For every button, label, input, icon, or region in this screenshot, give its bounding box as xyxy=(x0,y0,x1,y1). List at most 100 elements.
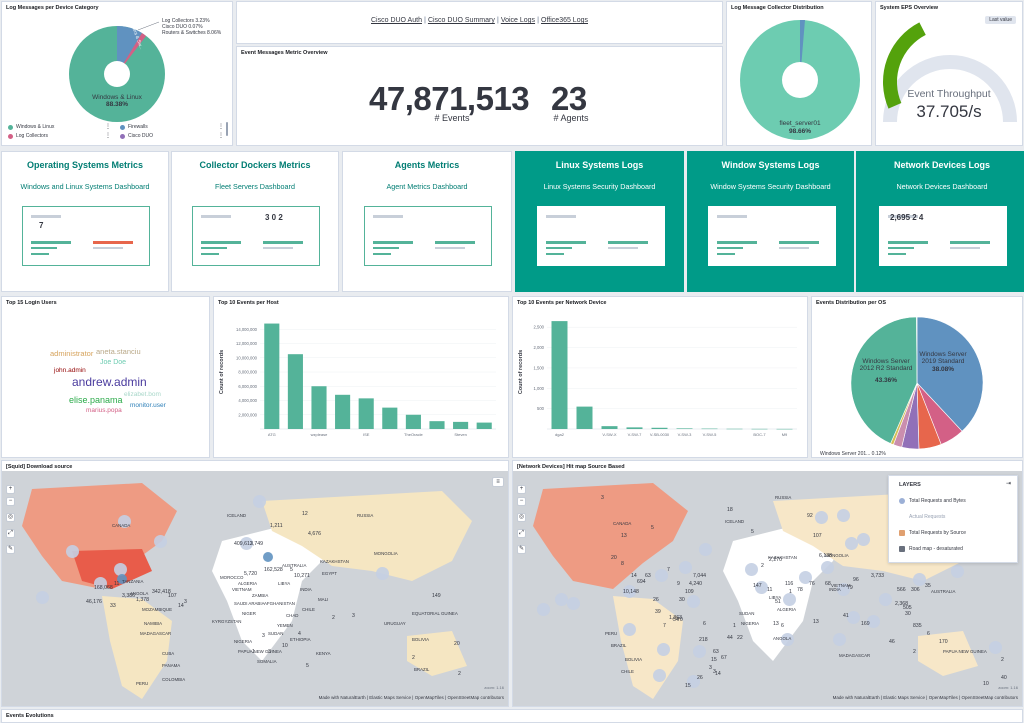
card-thumbnail[interactable]: 7 xyxy=(22,206,150,266)
zoom-in-button[interactable]: + xyxy=(517,485,526,494)
card-link[interactable]: Windows and Linux Systems Dashboard xyxy=(20,182,150,191)
legend-toggle-icon[interactable]: ≡ xyxy=(492,477,504,487)
cluster-marker[interactable] xyxy=(847,611,860,624)
layers-collapse-icon[interactable]: ⇥ xyxy=(1005,481,1011,487)
cluster-marker[interactable] xyxy=(66,545,79,558)
events-host-chart[interactable]: Count of records 2,000,000 4,000,000 6,000,… xyxy=(214,297,509,458)
card-thumbnail[interactable] xyxy=(707,206,836,266)
card-link[interactable]: Network Devices Dashboard xyxy=(896,182,988,191)
card-thumbnail[interactable] xyxy=(536,206,665,266)
cluster-marker[interactable] xyxy=(833,633,846,646)
word-administrator[interactable]: administrator xyxy=(50,349,94,358)
cluster-marker[interactable] xyxy=(263,552,273,562)
fullscreen-button[interactable]: ⤢ xyxy=(517,529,526,538)
nav-card-5[interactable]: Network Devices Logs Network Devices Das… xyxy=(856,151,1024,292)
card-link[interactable]: Window Systems Security Dashboard xyxy=(710,182,831,191)
cluster-marker[interactable] xyxy=(755,581,768,594)
layer-item[interactable]: Actual Requests xyxy=(899,514,945,520)
cluster-marker[interactable] xyxy=(655,569,668,582)
cluster-marker[interactable] xyxy=(555,593,568,606)
link-cisco-duo-auth[interactable]: Cisco DUO Auth xyxy=(371,17,422,24)
zoom-out-button[interactable]: − xyxy=(6,497,15,506)
cluster-marker[interactable] xyxy=(679,561,692,574)
legend-menu-icon[interactable]: ⋮ xyxy=(218,133,224,139)
last-value-badge[interactable]: Last value xyxy=(985,16,1016,24)
card-thumbnail[interactable]: 3 0 2 xyxy=(192,206,320,266)
network-map[interactable]: + − ◎ ⤢ ✎ CANADA ICELAND RUSSIA KAZAKHSTAN MONGOL… xyxy=(513,471,1022,706)
cluster-marker[interactable] xyxy=(815,511,828,524)
draw-tool-button[interactable]: ✎ xyxy=(517,545,526,554)
layer-item[interactable]: Total Requests by Source xyxy=(899,530,966,536)
word-andrew-admin[interactable]: andrew.admin xyxy=(72,375,147,389)
cluster-marker[interactable] xyxy=(154,535,167,548)
link-office365-logs[interactable]: Office365 Logs xyxy=(541,17,588,24)
cluster-marker[interactable] xyxy=(653,669,666,682)
cluster-marker[interactable] xyxy=(837,509,850,522)
cluster-marker[interactable] xyxy=(240,537,253,550)
events-os-pie[interactable] xyxy=(812,297,1023,458)
word-marius[interactable]: marius.popa xyxy=(86,407,122,414)
card-link[interactable]: Fleet Servers Dashboard xyxy=(215,182,295,191)
word-elizabet[interactable]: elizabet.bom xyxy=(124,391,161,398)
cluster-marker[interactable] xyxy=(845,537,858,550)
cluster-marker[interactable] xyxy=(913,573,926,586)
cluster-marker[interactable] xyxy=(867,615,880,628)
link-voice-logs[interactable]: Voice Logs xyxy=(500,17,536,24)
card-link[interactable]: Linux Systems Security Dashboard xyxy=(543,182,656,191)
cluster-marker[interactable] xyxy=(821,561,834,574)
zoom-out-button[interactable]: − xyxy=(517,497,526,506)
nav-card-0[interactable]: Operating Systems Metrics Windows and Li… xyxy=(1,151,169,292)
cluster-marker[interactable] xyxy=(117,574,127,584)
zoom-in-button[interactable]: + xyxy=(6,485,15,494)
fit-bounds-button[interactable]: ◎ xyxy=(6,513,15,522)
cluster-marker[interactable] xyxy=(376,567,389,580)
cluster-marker[interactable] xyxy=(36,591,49,604)
link-cisco-duo-summary[interactable]: Cisco DUO Summary xyxy=(427,17,495,24)
word-john-admin[interactable]: john.admin xyxy=(54,367,86,374)
legend-menu-icon[interactable]: ⋮ xyxy=(105,133,111,139)
layer-item[interactable]: Road map - desaturated xyxy=(899,546,963,552)
cluster-marker[interactable] xyxy=(537,603,550,616)
cluster-marker[interactable] xyxy=(699,543,712,556)
legend-scrollbar[interactable] xyxy=(226,122,228,136)
nav-card-4[interactable]: Window Systems Logs Window Systems Secur… xyxy=(687,151,854,292)
cluster-marker[interactable] xyxy=(657,643,670,656)
cluster-marker[interactable] xyxy=(118,515,131,528)
fullscreen-button[interactable]: ⤢ xyxy=(6,529,15,538)
cluster-marker[interactable] xyxy=(745,563,758,576)
legend-menu-icon[interactable]: ⋮ xyxy=(105,124,111,130)
cluster-marker[interactable] xyxy=(687,675,700,688)
card-thumbnail[interactable] xyxy=(364,206,492,266)
cluster-marker[interactable] xyxy=(781,633,794,646)
cluster-marker[interactable] xyxy=(837,583,850,596)
legend-menu-icon[interactable]: ⋮ xyxy=(218,124,224,130)
cluster-marker[interactable] xyxy=(687,595,700,608)
draw-tool-button[interactable]: ✎ xyxy=(6,545,15,554)
card-thumbnail[interactable]: 2,695 2 4 xyxy=(879,206,1007,266)
cluster-marker[interactable] xyxy=(783,593,796,606)
legend-item[interactable]: Cisco DUO xyxy=(120,133,153,139)
cluster-marker[interactable] xyxy=(623,585,636,598)
nav-card-1[interactable]: Collector Dockers Metrics Fleet Servers … xyxy=(171,151,339,292)
fit-bounds-button[interactable]: ◎ xyxy=(517,513,526,522)
map-attribution[interactable]: Made with NaturalEarth | Elastic Maps Se… xyxy=(318,695,504,700)
word-monitor-user[interactable]: monitor.user xyxy=(130,402,166,409)
cluster-marker[interactable] xyxy=(567,597,580,610)
cluster-marker[interactable] xyxy=(879,593,892,606)
nav-card-3[interactable]: Linux Systems Logs Linux Systems Securit… xyxy=(515,151,684,292)
layer-item[interactable]: Total Requests and Bytes xyxy=(899,498,966,504)
card-link[interactable]: Agent Metrics Dashboard xyxy=(386,182,468,191)
cluster-marker[interactable] xyxy=(114,563,127,576)
events-network-chart[interactable]: Count of records 500 1,000 1,500 2,000 2,500 d… xyxy=(513,297,808,458)
legend-item[interactable]: Log Collectors xyxy=(8,133,48,139)
cluster-marker[interactable] xyxy=(693,645,706,658)
cluster-marker[interactable] xyxy=(253,495,266,508)
cluster-marker[interactable] xyxy=(623,623,636,636)
cluster-marker[interactable] xyxy=(989,641,1002,654)
legend-item[interactable]: Firewalls xyxy=(120,124,148,130)
cluster-marker[interactable] xyxy=(799,571,812,584)
map-attribution[interactable]: Made with NaturalEarth | Elastic Maps Se… xyxy=(832,695,1018,700)
word-aneta[interactable]: aneta.stanciu xyxy=(96,347,141,356)
cluster-marker[interactable] xyxy=(951,565,964,578)
collector-donut[interactable] xyxy=(727,2,872,146)
